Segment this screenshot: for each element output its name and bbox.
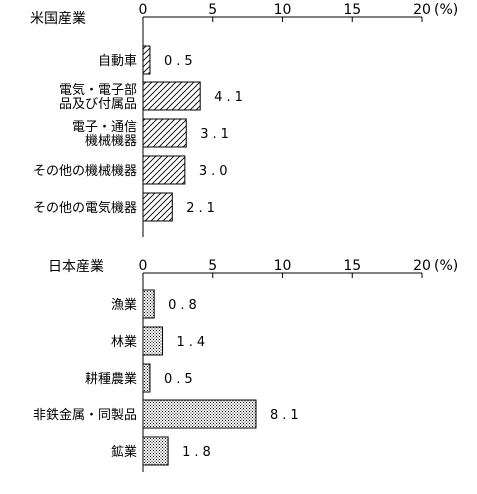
value-label: 0.5: [164, 372, 197, 387]
x-tick-label: 10: [274, 258, 292, 274]
bar: [142, 81, 201, 111]
bar: [142, 45, 151, 75]
value-label: 0.5: [164, 54, 197, 69]
bar: [142, 363, 151, 393]
bar: [142, 155, 186, 185]
value-label: 3.1: [200, 127, 233, 142]
chart-title: 日本産業: [48, 259, 104, 275]
value-label: 4.1: [214, 90, 247, 105]
value-label: 3.0: [199, 164, 232, 179]
x-tick-label: 5: [208, 2, 217, 18]
bar: [142, 118, 187, 148]
chart-panel: 日本産業 0 5 10 15 20 (%) 漁業 0.8 林業 1.4 耕種農業 0.5 非鉄金属・同製品…: [33, 258, 458, 472]
bar: [142, 436, 169, 466]
value-label: 2.1: [186, 201, 219, 216]
category-label: 自動車: [98, 54, 137, 69]
bar: [142, 399, 257, 429]
category-label: 電子・通信: [72, 120, 137, 135]
bar: [142, 289, 155, 319]
x-tick-label: 20: [413, 2, 431, 18]
bar: [142, 192, 173, 222]
value-label: 1.8: [182, 445, 215, 460]
category-label: 林業: [111, 334, 137, 350]
category-label: 非鉄金属・同製品: [33, 407, 137, 423]
x-tick-label: 10: [274, 2, 292, 18]
x-tick-label: 15: [343, 2, 361, 18]
category-label: その他の機械機器: [33, 164, 137, 179]
category-label: 耕種農業: [85, 371, 137, 387]
x-tick-label: 20: [413, 258, 431, 274]
category-label: 品及び付属品: [59, 97, 137, 112]
value-label: 0.8: [168, 298, 201, 313]
x-tick-label: 5: [208, 258, 217, 274]
category-label: その他の電気機器: [33, 200, 137, 216]
category-label: 電気・電子部: [59, 82, 137, 98]
value-label: 1.4: [177, 335, 210, 350]
x-tick-label: 0: [139, 2, 148, 18]
bar: [142, 326, 164, 356]
value-label: 8.1: [270, 408, 303, 423]
category-label: 機械機器: [85, 134, 137, 149]
chart-title: 米国産業: [30, 11, 86, 27]
x-tick-label: 0: [139, 258, 148, 274]
unit-label: (%): [434, 2, 458, 18]
unit-label: (%): [434, 258, 458, 274]
category-label: 鉱業: [111, 444, 137, 460]
x-tick-label: 15: [343, 258, 361, 274]
category-label: 漁業: [111, 297, 137, 313]
